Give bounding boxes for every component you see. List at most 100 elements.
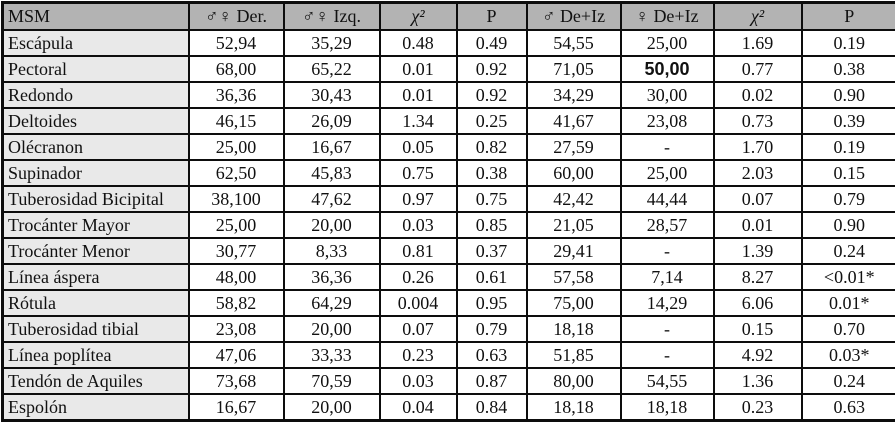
value-cell: 73,68 <box>189 368 284 394</box>
value-cell: 0.23 <box>380 342 457 368</box>
value-cell: 0.79 <box>802 186 895 212</box>
value-cell: 0.07 <box>714 186 802 212</box>
value-cell: - <box>621 316 714 342</box>
value-cell: 0.97 <box>380 186 457 212</box>
value-cell: 64,29 <box>284 290 380 316</box>
value-cell: 30,77 <box>189 238 284 264</box>
value-cell: 0.92 <box>457 56 527 82</box>
row-label-cell: Pectoral <box>3 56 189 82</box>
value-cell: 25,00 <box>621 160 714 186</box>
row-label-cell: Tuberosidad Bicipital <box>3 186 189 212</box>
value-cell: 0.90 <box>802 212 895 238</box>
value-cell: 62,50 <box>189 160 284 186</box>
value-cell: 29,41 <box>527 238 621 264</box>
value-cell: 65,22 <box>284 56 380 82</box>
value-cell: 30,43 <box>284 82 380 108</box>
header-cell: ♂ De+Iz <box>527 3 621 31</box>
value-cell: 25,00 <box>621 30 714 56</box>
value-cell: 0.24 <box>802 238 895 264</box>
value-cell: 0.63 <box>802 394 895 421</box>
value-cell: 8.27 <box>714 264 802 290</box>
value-cell: 47,06 <box>189 342 284 368</box>
value-cell: - <box>621 134 714 160</box>
value-cell: 0.24 <box>802 368 895 394</box>
header-cell-msm: MSM <box>3 3 189 31</box>
value-cell: 6.06 <box>714 290 802 316</box>
value-cell: <0.01* <box>802 264 895 290</box>
value-cell: 0.85 <box>457 212 527 238</box>
value-cell: 0.63 <box>457 342 527 368</box>
value-cell: 25,00 <box>189 212 284 238</box>
value-cell: 1.69 <box>714 30 802 56</box>
value-cell: 27,59 <box>527 134 621 160</box>
value-cell: 0.25 <box>457 108 527 134</box>
value-cell: 0.92 <box>457 82 527 108</box>
value-cell: 71,05 <box>527 56 621 82</box>
value-cell: 16,67 <box>189 394 284 421</box>
value-cell: - <box>621 342 714 368</box>
value-cell: 0.15 <box>802 160 895 186</box>
header-cell: P <box>457 3 527 31</box>
chi-squared-symbol: χ² <box>411 6 424 26</box>
value-cell: 60,00 <box>527 160 621 186</box>
value-cell: 45,83 <box>284 160 380 186</box>
header-cell: ♂♀ Izq. <box>284 3 380 31</box>
value-cell: 38,100 <box>189 186 284 212</box>
value-cell: 4.92 <box>714 342 802 368</box>
value-cell: 18,18 <box>527 394 621 421</box>
value-cell: 41,67 <box>527 108 621 134</box>
value-cell: 46,15 <box>189 108 284 134</box>
value-cell: 42,42 <box>527 186 621 212</box>
value-cell: 0.77 <box>714 56 802 82</box>
value-cell: 35,29 <box>284 30 380 56</box>
value-cell: 36,36 <box>189 82 284 108</box>
value-cell: 0.03 <box>380 212 457 238</box>
row-label-cell: Trocánter Menor <box>3 238 189 264</box>
value-cell: 20,00 <box>284 212 380 238</box>
value-cell: 1.39 <box>714 238 802 264</box>
value-cell: 23,08 <box>621 108 714 134</box>
row-label-cell: Línea poplítea <box>3 342 189 368</box>
row-label-cell: Línea áspera <box>3 264 189 290</box>
value-cell: 0.61 <box>457 264 527 290</box>
value-cell: 0.01* <box>802 290 895 316</box>
header-cell: ♂♀ Der. <box>189 3 284 31</box>
value-cell: 8,33 <box>284 238 380 264</box>
value-cell: 16,67 <box>284 134 380 160</box>
value-cell: 0.07 <box>380 316 457 342</box>
value-cell: 0.75 <box>457 186 527 212</box>
value-cell: 70,59 <box>284 368 380 394</box>
value-cell: 1.70 <box>714 134 802 160</box>
row-label-cell: Tuberosidad tibial <box>3 316 189 342</box>
value-cell: 0.84 <box>457 394 527 421</box>
row-label-cell: Escápula <box>3 30 189 56</box>
value-cell: 0.19 <box>802 30 895 56</box>
value-cell: - <box>621 238 714 264</box>
value-cell: 0.03 <box>380 368 457 394</box>
header-cell: ♀ De+Iz <box>621 3 714 31</box>
value-cell: 47,62 <box>284 186 380 212</box>
value-cell: 54,55 <box>527 30 621 56</box>
value-cell: 0.15 <box>714 316 802 342</box>
value-cell: 28,57 <box>621 212 714 238</box>
value-cell: 0.01 <box>380 82 457 108</box>
value-cell: 7,14 <box>621 264 714 290</box>
value-cell: 0.26 <box>380 264 457 290</box>
value-cell: 58,82 <box>189 290 284 316</box>
value-cell: 0.38 <box>457 160 527 186</box>
value-cell: 0.49 <box>457 30 527 56</box>
value-cell: 0.95 <box>457 290 527 316</box>
value-cell: 68,00 <box>189 56 284 82</box>
